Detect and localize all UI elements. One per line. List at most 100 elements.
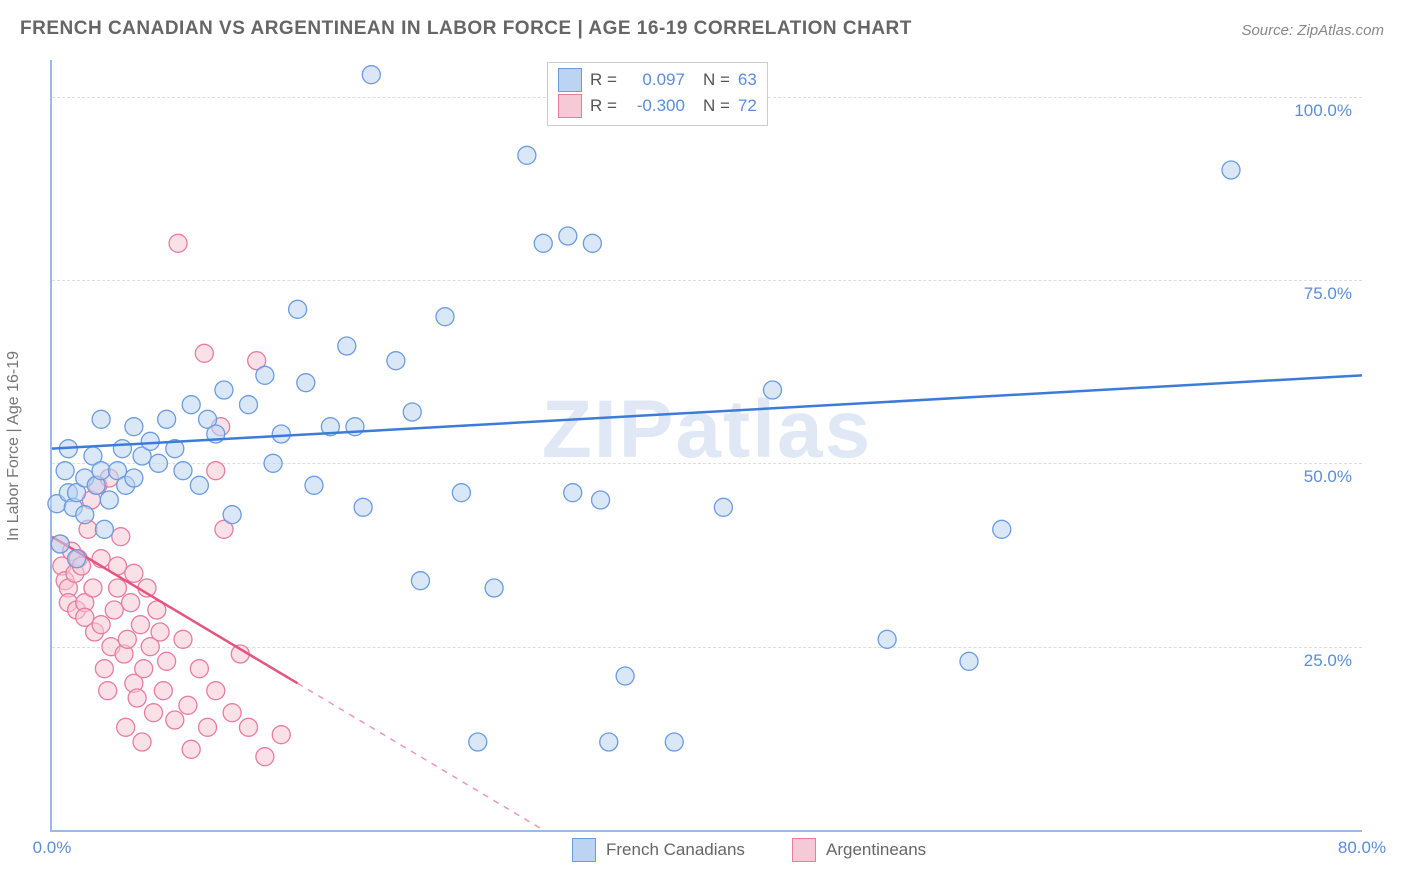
legend-swatch — [558, 94, 582, 118]
chart-title: FRENCH CANADIAN VS ARGENTINEAN IN LABOR … — [20, 18, 912, 40]
y-tick-label: 25.0% — [1304, 651, 1352, 671]
french_canadians-point — [436, 308, 454, 326]
french_canadians-point — [100, 491, 118, 509]
french_canadians-point — [469, 733, 487, 751]
french_canadians-point — [92, 410, 110, 428]
french_canadians-point — [56, 462, 74, 480]
french_canadians-point — [264, 454, 282, 472]
y-tick-label: 75.0% — [1304, 284, 1352, 304]
argentineans-point — [133, 733, 151, 751]
argentineans-point — [272, 726, 290, 744]
x-tick-label: 0.0% — [33, 838, 72, 858]
french_canadians-point — [534, 234, 552, 252]
chart-container: FRENCH CANADIAN VS ARGENTINEAN IN LABOR … — [0, 0, 1406, 892]
stats-legend: R =0.097N =63R =-0.300N =72 — [547, 62, 768, 126]
french_canadians-point — [452, 484, 470, 502]
french_canadians-point — [76, 506, 94, 524]
series-legend-item: French Canadians — [572, 838, 745, 862]
argentineans-point — [122, 594, 140, 612]
french_canadians-point — [125, 418, 143, 436]
argentineans-point — [112, 528, 130, 546]
n-label: N = — [703, 70, 730, 90]
french_canadians-point — [289, 300, 307, 318]
r-value: -0.300 — [625, 96, 685, 116]
argentineans-point — [117, 718, 135, 736]
french_canadians-point — [518, 146, 536, 164]
argentineans-point — [131, 616, 149, 634]
legend-swatch — [558, 68, 582, 92]
stats-row: R =0.097N =63 — [558, 67, 757, 93]
plot-area: ZIPatlas R =0.097N =63R =-0.300N =72 25.… — [50, 60, 1362, 832]
argentineans-point — [84, 579, 102, 597]
argentineans-point — [240, 718, 258, 736]
argentineans-point — [166, 711, 184, 729]
argentineans-point — [195, 344, 213, 362]
argentineans-point — [223, 704, 241, 722]
argentineans-point — [207, 682, 225, 700]
argentineans-point — [145, 704, 163, 722]
argentineans-point — [109, 579, 127, 597]
n-value: 72 — [738, 96, 757, 116]
french_canadians-point — [403, 403, 421, 421]
french_canadians-point — [297, 374, 315, 392]
argentineans-point — [135, 660, 153, 678]
french_canadians-point — [149, 454, 167, 472]
french_canadians-point — [564, 484, 582, 502]
french_canadians-point — [485, 579, 503, 597]
y-axis-label: In Labor Force | Age 16-19 — [5, 351, 23, 541]
french_canadians-point — [411, 572, 429, 590]
french_canadians-point — [993, 520, 1011, 538]
french_canadians-point — [1222, 161, 1240, 179]
y-tick-label: 100.0% — [1294, 101, 1352, 121]
n-value: 63 — [738, 70, 757, 90]
y-tick-label: 50.0% — [1304, 467, 1352, 487]
argentineans-trendline-dashed — [298, 683, 544, 830]
argentineans-point — [190, 660, 208, 678]
french_canadians-point — [174, 462, 192, 480]
r-label: R = — [590, 70, 617, 90]
argentineans-point — [95, 660, 113, 678]
french_canadians-point — [256, 366, 274, 384]
legend-swatch — [572, 838, 596, 862]
french_canadians-point — [182, 396, 200, 414]
french_canadians-point — [158, 410, 176, 428]
argentineans-point — [125, 564, 143, 582]
french_canadians-point — [215, 381, 233, 399]
argentineans-point — [169, 234, 187, 252]
french_canadians-point — [600, 733, 618, 751]
x-tick-label: 80.0% — [1338, 838, 1386, 858]
series-label: French Canadians — [606, 840, 745, 860]
french_canadians-point — [616, 667, 634, 685]
argentineans-point — [199, 718, 217, 736]
series-legend-item: Argentineans — [792, 838, 926, 862]
french_canadians-point — [714, 498, 732, 516]
french_canadians-point — [113, 440, 131, 458]
source-label: Source: ZipAtlas.com — [1241, 22, 1384, 39]
french_canadians-point — [559, 227, 577, 245]
french_canadians-point — [764, 381, 782, 399]
argentineans-point — [105, 601, 123, 619]
argentineans-point — [154, 682, 172, 700]
argentineans-point — [256, 748, 274, 766]
french_canadians-point — [223, 506, 241, 524]
french_canadians-point — [362, 66, 380, 84]
plot-svg — [52, 60, 1362, 830]
r-label: R = — [590, 96, 617, 116]
french_canadians-point — [338, 337, 356, 355]
french_canadians-point — [240, 396, 258, 414]
french_canadians-point — [51, 535, 69, 553]
legend-swatch — [792, 838, 816, 862]
french_canadians-point — [190, 476, 208, 494]
argentineans-point — [151, 623, 169, 641]
argentineans-point — [174, 630, 192, 648]
french_canadians-point — [878, 630, 896, 648]
french_canadians-point — [960, 652, 978, 670]
argentineans-point — [128, 689, 146, 707]
french_canadians-point — [354, 498, 372, 516]
french_canadians-point — [665, 733, 683, 751]
french_canadians-point — [583, 234, 601, 252]
french_canadians-point — [272, 425, 290, 443]
french_canadians-point — [125, 469, 143, 487]
argentineans-point — [207, 462, 225, 480]
french_canadians-point — [592, 491, 610, 509]
